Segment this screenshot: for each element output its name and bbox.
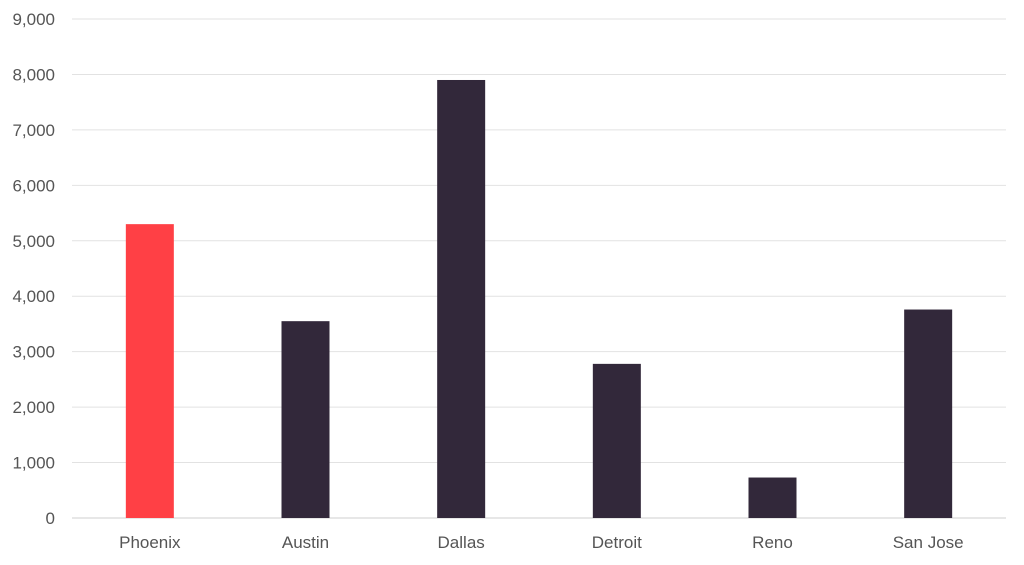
y-tick-label: 2,000 (12, 398, 55, 417)
y-tick-label: 3,000 (12, 343, 55, 362)
bar-reno (748, 477, 797, 518)
y-tick-label: 1,000 (12, 454, 55, 473)
bars (125, 79, 953, 518)
x-category-label: San Jose (893, 533, 964, 552)
x-axis-category-labels: Phoenix Austin Dallas Detroit Reno San Jose (119, 533, 963, 552)
y-tick-label: 4,000 (12, 287, 55, 306)
y-tick-label: 6,000 (12, 176, 55, 195)
bar-dallas (437, 79, 486, 518)
gridlines (72, 18, 1006, 519)
y-tick-label: 7,000 (12, 121, 55, 140)
bar-phoenix (125, 224, 174, 518)
bar-san-jose (904, 309, 953, 518)
y-tick-label: 0 (46, 509, 55, 528)
y-axis-tick-labels: 0 1,000 2,000 3,000 4,000 5,000 6,000 7,000 8,00… (12, 10, 55, 528)
x-category-label: Dallas (438, 533, 485, 552)
bar-austin (281, 321, 330, 518)
y-tick-label: 9,000 (12, 10, 55, 29)
x-category-label: Phoenix (119, 533, 181, 552)
x-category-label: Detroit (592, 533, 642, 552)
x-category-label: Reno (752, 533, 793, 552)
y-tick-label: 5,000 (12, 232, 55, 251)
y-tick-label: 8,000 (12, 65, 55, 84)
x-category-label: Austin (282, 533, 329, 552)
bar-detroit (592, 363, 641, 518)
